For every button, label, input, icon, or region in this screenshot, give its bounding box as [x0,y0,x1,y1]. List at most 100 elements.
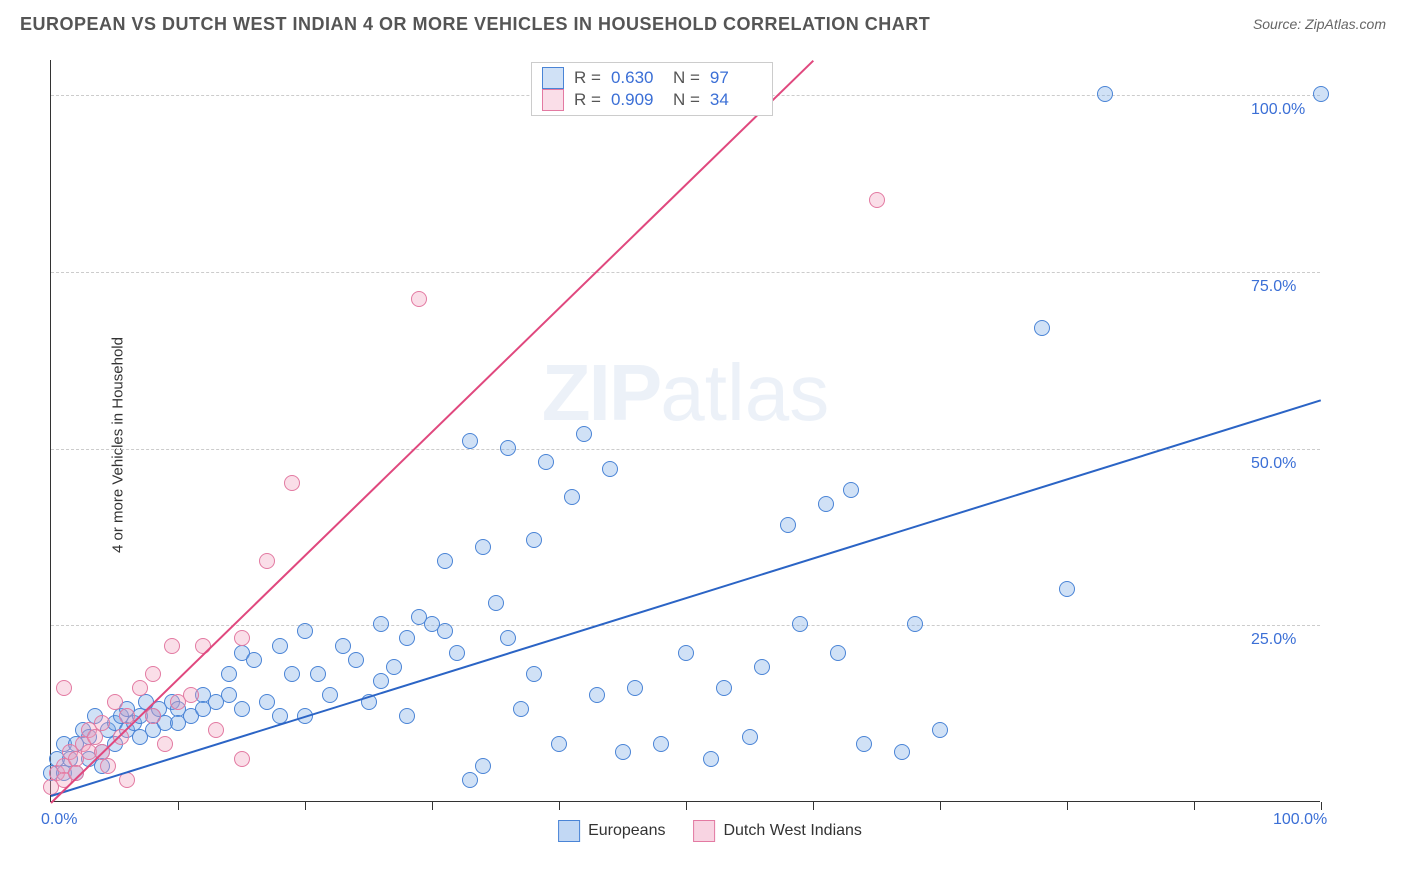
data-point [56,680,72,696]
data-point [107,694,123,710]
data-point [221,666,237,682]
data-point [259,694,275,710]
data-point [335,638,351,654]
y-tick-label: 25.0% [1251,631,1296,649]
data-point [488,595,504,611]
data-point [399,630,415,646]
x-tick [1067,802,1068,810]
data-point [246,652,262,668]
data-point [234,701,250,717]
data-point [164,638,180,654]
data-point [259,553,275,569]
data-point [272,638,288,654]
data-point [284,475,300,491]
data-point [157,736,173,752]
data-point [564,489,580,505]
data-point [780,517,796,533]
data-point [907,616,923,632]
data-point [526,532,542,548]
stat-n-value: 97 [710,68,762,88]
y-tick-label: 100.0% [1251,101,1305,119]
stat-n-label: N = [673,68,700,88]
data-point [475,758,491,774]
data-point [145,666,161,682]
data-point [589,687,605,703]
stat-n-label: N = [673,90,700,110]
plot-wrap: 4 or more Vehicles in Household ZIPatlas… [50,60,1370,830]
x-tick [305,802,306,810]
legend-item: Dutch West Indians [693,820,861,842]
data-point [500,630,516,646]
data-point [1034,320,1050,336]
data-point [94,715,110,731]
x-tick-0: 0.0% [41,811,77,829]
data-point [132,680,148,696]
data-point [653,736,669,752]
data-point [1059,581,1075,597]
x-tick [1194,802,1195,810]
stat-r-label: R = [574,68,601,88]
data-point [437,623,453,639]
data-point [818,496,834,512]
data-point [322,687,338,703]
data-point [843,482,859,498]
stat-r-value: 0.909 [611,90,663,110]
stat-r-value: 0.630 [611,68,663,88]
data-point [830,645,846,661]
x-tick [813,802,814,810]
data-point [399,708,415,724]
stats-row: R = 0.630 N = 97 [542,67,762,89]
data-point [386,659,402,675]
data-point [373,673,389,689]
y-tick-label: 50.0% [1251,455,1296,473]
data-point [538,454,554,470]
plot-area: ZIPatlas 0.0% 25.0%50.0%75.0%100.0%100.0… [50,60,1320,802]
data-point [500,440,516,456]
data-point [576,426,592,442]
source-label: Source: ZipAtlas.com [1253,16,1386,32]
data-point [208,722,224,738]
x-tick [1321,802,1322,810]
data-point [221,687,237,703]
legend-item: Europeans [558,820,665,842]
x-tick-100: 100.0% [1273,811,1327,829]
data-point [195,638,211,654]
legend-swatch [542,89,564,111]
data-point [411,291,427,307]
data-point [754,659,770,675]
data-point [437,553,453,569]
data-point [932,722,948,738]
data-point [716,680,732,696]
data-point [310,666,326,682]
data-point [615,744,631,760]
data-point [869,192,885,208]
data-point [234,630,250,646]
data-point [284,666,300,682]
data-point [602,461,618,477]
data-point [1313,86,1329,102]
data-point [183,687,199,703]
gridline [51,625,1320,626]
x-tick [559,802,560,810]
gridline [51,272,1320,273]
data-point [297,623,313,639]
data-point [513,701,529,717]
data-point [1097,86,1113,102]
legend-swatch [693,820,715,842]
data-point [856,736,872,752]
x-tick [686,802,687,810]
series-legend: Europeans Dutch West Indians [558,820,862,842]
x-tick [940,802,941,810]
trend-line [51,399,1322,797]
chart-title: EUROPEAN VS DUTCH WEST INDIAN 4 OR MORE … [20,14,930,35]
data-point [462,433,478,449]
legend-swatch [542,67,564,89]
data-point [627,680,643,696]
data-point [449,645,465,661]
data-point [100,758,116,774]
legend-swatch [558,820,580,842]
stats-legend: R = 0.630N = 97R = 0.909N = 34 [531,62,773,116]
data-point [373,616,389,632]
data-point [551,736,567,752]
stats-row: R = 0.909N = 34 [542,89,762,111]
